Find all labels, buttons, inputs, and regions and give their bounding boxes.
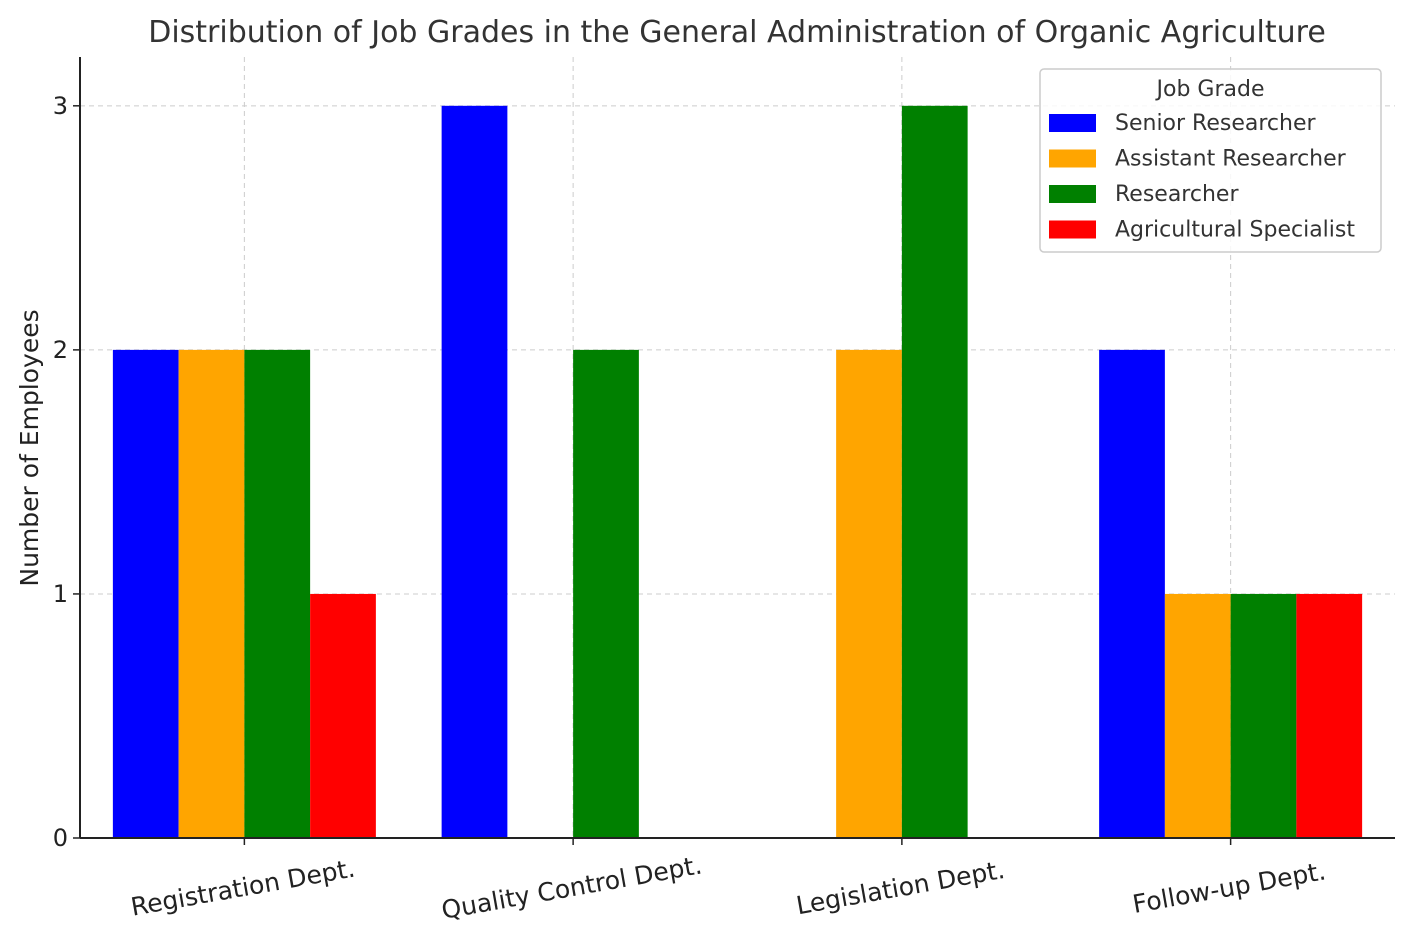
chart-title: Distribution of Job Grades in the Genera… [148, 15, 1326, 50]
bar-researcher [901, 105, 968, 838]
legend-swatch [1049, 149, 1096, 168]
y-tick-label: 2 [53, 336, 68, 364]
x-tick-label: Quality Control Dept. [439, 850, 704, 924]
y-tick-label: 1 [53, 580, 68, 608]
legend-swatch [1049, 114, 1096, 132]
legend-swatch [1049, 220, 1096, 239]
legend-label: Senior Researcher [1115, 111, 1317, 136]
legend-box [1039, 68, 1382, 253]
x-tick-label: Follow-up Dept. [1130, 856, 1327, 918]
bar-senior-researcher [441, 105, 508, 838]
y-axis-label: Number of Employees [15, 309, 44, 586]
bar-assistant-researcher [178, 349, 245, 838]
bars [112, 105, 1363, 838]
x-tick-label: Legislation Dept. [794, 855, 1007, 920]
bar-assistant-researcher [1164, 593, 1231, 838]
y-tick-label: 3 [53, 92, 68, 120]
x-tick-label: Registration Dept. [129, 854, 358, 922]
bar-researcher [1230, 593, 1297, 838]
bar-researcher [573, 349, 639, 838]
y-tick-label: 0 [53, 824, 68, 852]
legend-label: Assistant Researcher [1115, 147, 1347, 172]
legend: Job Grade Senior Researcher Assistant Rese… [1039, 68, 1382, 253]
legend-label: Agricultural Specialist [1115, 218, 1355, 243]
bar-assistant-researcher [836, 349, 902, 838]
legend-title: Job Grade [1155, 77, 1265, 102]
bar-senior-researcher [112, 349, 179, 838]
bar-researcher [244, 349, 311, 838]
bar-senior-researcher [1099, 349, 1165, 838]
legend-label: Researcher [1115, 182, 1239, 207]
bar-agricultural-specialist [310, 593, 376, 838]
bar-agricultural-specialist [1296, 593, 1363, 838]
legend-swatch [1049, 185, 1096, 203]
